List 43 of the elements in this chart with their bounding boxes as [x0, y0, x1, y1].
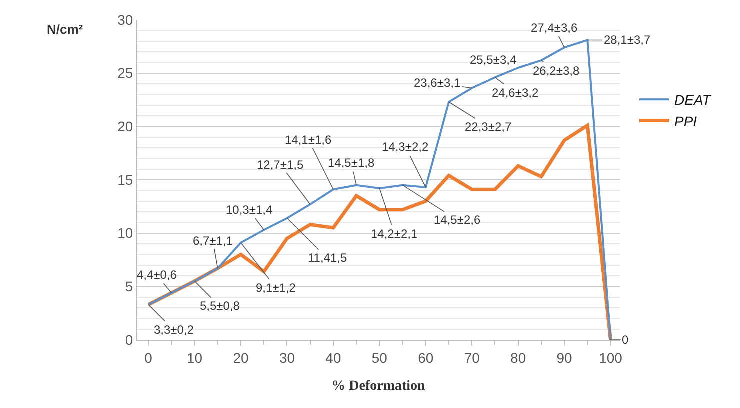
y-tick-label: 0 [125, 332, 134, 348]
data-label: 14,5±1,8 [328, 156, 375, 170]
x-tick-label: 70 [464, 350, 480, 366]
y-tick-label: 20 [118, 118, 134, 135]
x-tick-label: 50 [372, 350, 388, 366]
data-label: 0 [622, 333, 629, 347]
y-axis-title: N/cm² [47, 22, 84, 37]
data-label: 22,3±2,7 [465, 120, 512, 134]
data-label: 4,4±0,6 [137, 268, 178, 282]
x-tick-label: 80 [510, 350, 526, 366]
data-label: 3,3±0,2 [154, 323, 194, 337]
data-label: 12,7±1,5 [257, 158, 304, 172]
legend-label: PPI [674, 113, 698, 130]
data-label: 14,1±1,6 [285, 133, 332, 147]
legend-label: DEAT [674, 92, 712, 108]
data-label: 23,6±3,1 [414, 76, 461, 90]
data-label: 25,5±3,4 [470, 53, 517, 67]
y-tick-label: 15 [118, 172, 134, 188]
x-tick-label: 0 [144, 350, 153, 366]
data-label: 10,3±1,4 [226, 203, 273, 217]
x-tick-label: 40 [326, 350, 342, 366]
data-label: 14,3±2,2 [382, 140, 429, 154]
y-tick-label: 10 [118, 225, 134, 242]
data-label: 6,7±1,1 [193, 234, 234, 248]
x-axis-title: % Deformation [332, 379, 426, 394]
y-tick-label: 30 [118, 12, 134, 28]
x-tick-label: 20 [233, 350, 249, 366]
x-tick-label: 30 [279, 350, 296, 366]
y-tick-label: 25 [118, 65, 134, 82]
data-label: 24,6±3,2 [492, 86, 539, 100]
data-label: 26,2±3,8 [533, 64, 580, 78]
data-label: 11,41,5 [308, 251, 348, 265]
y-tick-label: 5 [125, 278, 134, 295]
x-tick-label: 60 [418, 350, 434, 366]
x-tick-label: 10 [186, 350, 203, 366]
data-label: 27,4±3,6 [531, 21, 578, 35]
data-label: 9,1±1,2 [256, 281, 296, 295]
data-label: 28,1±3,7 [604, 33, 651, 47]
x-tick-label: 100 [599, 350, 623, 366]
data-label: 5,5±0,8 [200, 299, 240, 313]
data-label: 14,2±2,1 [371, 227, 418, 241]
x-tick-label: 90 [556, 350, 573, 366]
data-label: 14,5±2,6 [434, 213, 481, 227]
